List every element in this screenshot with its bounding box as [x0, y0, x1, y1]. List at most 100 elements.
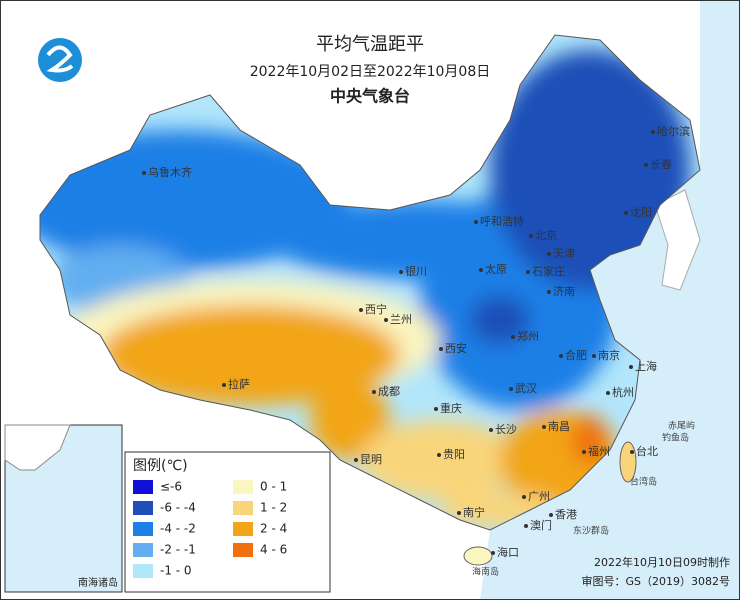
city-dot: [524, 524, 528, 528]
city-label: 福州: [588, 444, 610, 458]
city-label: 天津: [553, 247, 575, 260]
city-dot: [437, 453, 441, 457]
city-dot: [491, 551, 495, 555]
city-label: 贵阳: [443, 448, 465, 461]
city-label: 成都: [378, 385, 400, 398]
city-dot: [542, 425, 546, 429]
legend-title: 图例(℃): [133, 458, 188, 474]
legend-label: ≤-6: [160, 480, 182, 494]
city-label: 杭州: [612, 385, 634, 399]
city-label: 北京: [535, 228, 557, 242]
city-label: 南昌: [548, 420, 570, 433]
city-dot: [547, 290, 551, 294]
city-label: 台北: [636, 444, 658, 458]
city-dot: [651, 130, 655, 134]
city-dot: [592, 354, 596, 358]
legend-swatch: [133, 543, 153, 557]
city-dot: [547, 252, 551, 256]
island-label: 海南岛: [472, 566, 499, 578]
city-dot: [526, 270, 530, 274]
inset-label: 南海诸岛: [78, 576, 118, 589]
city-dot: [582, 450, 586, 454]
legend-label: -4 - -2: [160, 522, 196, 536]
legend-swatch: [133, 480, 153, 494]
footer-approval: 审图号：GS（2019）3082号: [582, 574, 731, 588]
city-label: 济南: [553, 284, 575, 298]
city-dot: [384, 318, 388, 322]
legend-label: 4 - 6: [260, 543, 287, 557]
city-dot: [629, 365, 633, 369]
city-label: 石家庄: [532, 264, 565, 278]
korea: [654, 189, 701, 291]
city-dot: [489, 428, 493, 432]
title: 平均气温距平: [316, 34, 424, 55]
legend-label: -1 - 0: [160, 564, 192, 578]
city-dot: [434, 407, 438, 411]
city-label: 长沙: [495, 423, 517, 436]
city-label: 澳门: [530, 518, 552, 532]
legend-label: 1 - 2: [260, 501, 287, 515]
city-label: 南京: [598, 348, 620, 362]
city-label: 重庆: [440, 401, 462, 415]
subtitle: 2022年10月02日至2022年10月08日: [250, 64, 491, 80]
city-label: 南宁: [463, 505, 485, 519]
legend-swatch: [233, 480, 253, 494]
footer-made: 2022年10月10日09时制作: [594, 555, 730, 569]
city-dot: [479, 268, 483, 272]
city-dot: [559, 354, 563, 358]
city-dot: [474, 220, 478, 224]
organization: 中央气象台: [330, 87, 410, 106]
city-label: 广州: [528, 490, 550, 503]
legend: 图例(℃) ≤-6 -6 - -4 -4 - -2 -2 - -1 -1 - 0 0 - …: [124, 451, 331, 593]
logo: [38, 38, 82, 82]
city-dot: [399, 270, 403, 274]
sea: [480, 0, 740, 600]
legend-swatch: [133, 501, 153, 515]
city-label: 西宁: [365, 302, 387, 316]
legend-swatch: [133, 522, 153, 536]
city-dot: [372, 390, 376, 394]
city-dot: [549, 513, 553, 517]
city-label: 合肥: [565, 348, 587, 362]
city-label: 长春: [650, 158, 672, 171]
city-dot: [624, 211, 628, 215]
city-dot: [522, 495, 526, 499]
legend-label: -2 - -1: [160, 543, 196, 557]
legend-label: -6 - -4: [160, 501, 196, 515]
city-label: 哈尔滨: [657, 124, 690, 138]
city-label: 太原: [485, 263, 507, 276]
city-dot: [644, 163, 648, 167]
legend-swatch: [233, 501, 253, 515]
city-dot: [439, 347, 443, 351]
city-dot: [222, 383, 226, 387]
city-label: 银川: [405, 264, 427, 278]
island-label: 赤尾屿: [668, 421, 695, 432]
city-dot: [457, 511, 461, 515]
city-dot: [630, 450, 634, 454]
legend-label: 0 - 1: [260, 480, 287, 494]
legend-swatch: [233, 543, 253, 557]
city-label: 呼和浩特: [480, 214, 524, 228]
city-dot: [359, 308, 363, 312]
city-label: 海口: [497, 545, 519, 559]
city-label: 拉萨: [228, 377, 250, 391]
city-label: 上海: [635, 359, 657, 373]
city-label: 昆明: [360, 453, 382, 466]
city-dot: [354, 458, 358, 462]
city-label: 西安: [445, 341, 467, 355]
city-label: 武汉: [515, 382, 537, 395]
city-label: 沈阳: [630, 205, 652, 219]
hainan: [463, 546, 493, 566]
city-label: 乌鲁木齐: [148, 165, 192, 179]
legend-label: 2 - 4: [260, 522, 287, 536]
legend-swatch: [233, 522, 253, 536]
border: [39, 34, 701, 531]
island-label: 台湾岛: [630, 476, 657, 488]
inset: 南海诸岛: [4, 424, 123, 593]
city-dot: [529, 234, 533, 238]
island-label: 东沙群岛: [573, 525, 609, 537]
taiwan: [619, 441, 637, 483]
city-dot: [606, 391, 610, 395]
